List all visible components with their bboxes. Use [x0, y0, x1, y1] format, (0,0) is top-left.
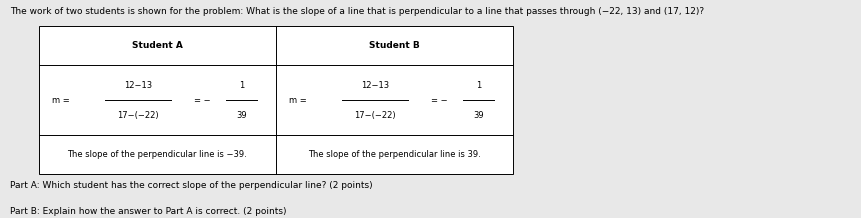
Text: m =: m = [52, 96, 70, 105]
Text: 39: 39 [473, 111, 483, 120]
Text: = −: = − [194, 96, 210, 105]
Text: Student A: Student A [132, 41, 183, 50]
Text: The slope of the perpendicular line is −39.: The slope of the perpendicular line is −… [67, 150, 247, 159]
Text: = −: = − [430, 96, 447, 105]
Text: Student B: Student B [369, 41, 419, 50]
Text: Part B: Explain how the answer to Part A is correct. (2 points): Part B: Explain how the answer to Part A… [10, 207, 287, 216]
Text: 12−13: 12−13 [124, 80, 152, 90]
Text: 39: 39 [236, 111, 246, 120]
Text: 1: 1 [475, 80, 480, 90]
Text: 17−(−22): 17−(−22) [354, 111, 395, 120]
Text: 1: 1 [238, 80, 244, 90]
Text: 17−(−22): 17−(−22) [117, 111, 158, 120]
Text: 12−13: 12−13 [361, 80, 388, 90]
Text: The work of two students is shown for the problem: What is the slope of a line t: The work of two students is shown for th… [10, 7, 703, 15]
Text: Part A: Which student has the correct slope of the perpendicular line? (2 points: Part A: Which student has the correct sl… [10, 181, 373, 190]
Text: The slope of the perpendicular line is 39.: The slope of the perpendicular line is 3… [307, 150, 480, 159]
Text: m =: m = [288, 96, 307, 105]
